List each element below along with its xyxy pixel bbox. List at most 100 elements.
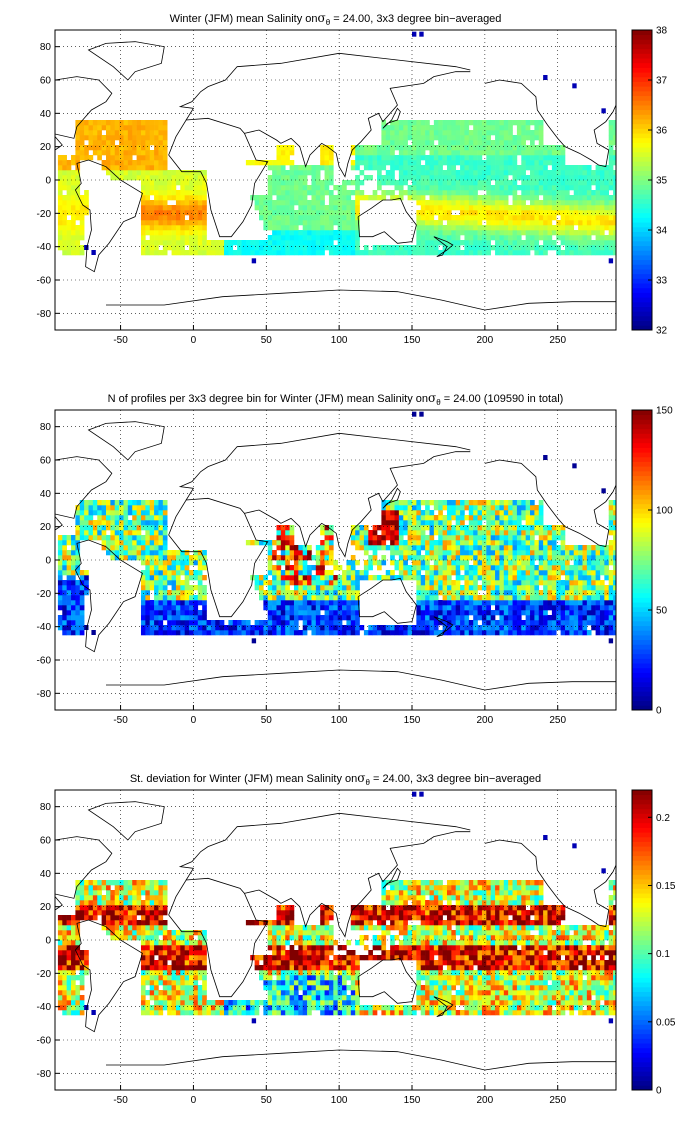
heatmap-cell — [127, 535, 133, 541]
heatmap-cell — [477, 595, 483, 601]
heatmap-cell — [547, 145, 553, 151]
heatmap-cell — [429, 510, 435, 516]
heatmap-cell — [473, 190, 478, 196]
heatmap-cell — [578, 190, 583, 196]
heatmap-cell — [119, 165, 124, 171]
heatmap-cell — [455, 530, 461, 536]
heatmap-cell — [503, 500, 509, 506]
colorbar-swatch — [632, 109, 652, 115]
heatmap-cell — [468, 120, 474, 126]
heatmap-cell — [197, 180, 203, 186]
heatmap-cell — [455, 220, 461, 226]
heatmap-cell — [315, 615, 321, 621]
heatmap-cell — [582, 225, 588, 231]
heatmap-cell — [608, 595, 614, 601]
heatmap-cell — [390, 195, 395, 201]
heatmap-cell — [578, 620, 583, 626]
heatmap-cell — [565, 560, 570, 566]
heatmap-cell — [84, 895, 89, 901]
heatmap-cell — [613, 230, 616, 236]
heatmap-cell — [289, 610, 295, 616]
heatmap-cell — [565, 630, 570, 636]
heatmap-cell — [171, 560, 177, 566]
heatmap-cell — [307, 590, 312, 596]
heatmap-cell — [75, 190, 81, 196]
heatmap-cell — [175, 175, 181, 181]
heatmap-cell — [390, 625, 395, 631]
heatmap-cell — [75, 880, 81, 886]
heatmap-cell — [140, 190, 146, 196]
heatmap-cell — [573, 200, 579, 206]
heatmap-cell — [446, 515, 452, 521]
heatmap-cell — [197, 625, 203, 631]
heatmap-cell — [136, 500, 142, 506]
heatmap-cell — [455, 575, 461, 581]
heatmap-cell — [460, 165, 465, 171]
heatmap-cell — [57, 590, 63, 596]
heatmap-cell — [328, 595, 334, 601]
heatmap-cell — [385, 160, 391, 166]
heatmap-cell — [551, 600, 557, 606]
heatmap-cell — [62, 950, 67, 956]
heatmap-cell — [481, 615, 487, 621]
heatmap-cell — [573, 180, 579, 186]
heatmap-cell — [573, 575, 579, 581]
colorbar-swatch — [632, 606, 652, 612]
heatmap-cell — [565, 605, 570, 611]
heatmap-cell — [516, 250, 522, 256]
heatmap-cell — [460, 630, 465, 636]
heatmap-cell — [154, 610, 159, 616]
heatmap-cell — [140, 240, 146, 246]
heatmap-cell — [613, 125, 616, 131]
heatmap-cell — [145, 165, 151, 171]
heatmap-cell — [481, 505, 487, 511]
heatmap-cell — [149, 190, 155, 196]
heatmap-cell — [127, 170, 133, 176]
heatmap-cell — [503, 140, 509, 146]
heatmap-cell — [71, 960, 76, 966]
heatmap-cell — [280, 200, 286, 206]
heatmap-cell — [88, 905, 94, 911]
heatmap-cell — [328, 175, 334, 181]
heatmap-cell — [66, 620, 72, 626]
heatmap-cell — [438, 570, 443, 576]
heatmap-cell — [381, 195, 387, 201]
heatmap-cell — [560, 540, 566, 546]
heatmap-cell — [215, 620, 220, 626]
heatmap-cell — [263, 210, 269, 216]
heatmap-cell — [551, 525, 557, 531]
heatmap-cell — [582, 240, 588, 246]
heatmap-cell — [565, 190, 570, 196]
heatmap-cell — [175, 210, 181, 216]
heatmap-cell — [311, 170, 317, 176]
heatmap-cell — [276, 180, 282, 186]
heatmap-cell — [267, 180, 273, 186]
heatmap-cell — [162, 575, 168, 581]
heatmap-cell — [398, 195, 404, 201]
heatmap-cell — [416, 195, 422, 201]
heatmap-cell — [490, 530, 496, 536]
heatmap-cell — [521, 550, 526, 556]
heatmap-cell — [412, 190, 417, 196]
heatmap-cell — [521, 220, 526, 226]
heatmap-cell — [543, 145, 548, 151]
heatmap-cell — [547, 150, 553, 156]
heatmap-cell — [320, 160, 325, 166]
heatmap-cell — [425, 125, 430, 131]
heatmap-cell — [538, 220, 544, 226]
heatmap-cell — [276, 150, 282, 156]
heatmap-cell — [398, 540, 404, 546]
heatmap-cell — [180, 250, 185, 256]
heatmap-cell — [359, 575, 365, 581]
heatmap-cell — [572, 83, 577, 89]
heatmap-cell — [202, 550, 207, 556]
heatmap-cell — [298, 590, 304, 596]
heatmap-cell — [293, 230, 299, 236]
heatmap-cell — [543, 235, 548, 241]
heatmap-cell — [420, 540, 426, 546]
heatmap-cell — [307, 625, 312, 631]
x-tick-label: 250 — [549, 335, 566, 346]
heatmap-cell — [398, 130, 404, 136]
heatmap-cell — [398, 170, 404, 176]
heatmap-cell — [149, 540, 155, 546]
